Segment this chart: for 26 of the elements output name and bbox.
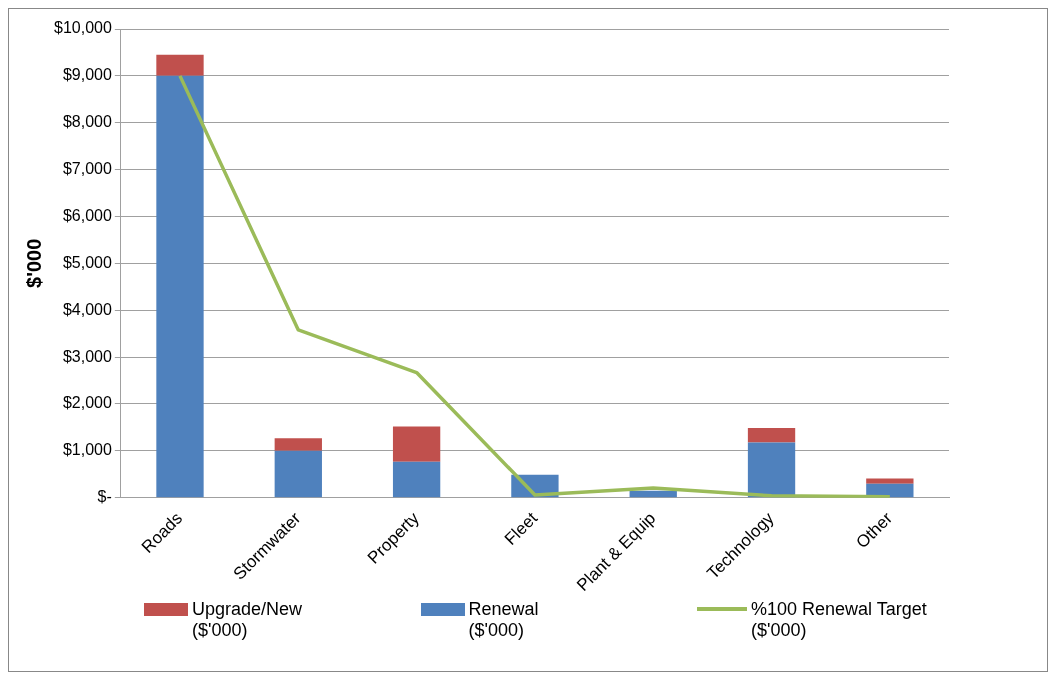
legend-label: Upgrade/New ($'000)	[192, 599, 304, 641]
y-tick-label: $5,000	[62, 253, 112, 271]
bar	[392, 461, 441, 498]
bar	[156, 54, 204, 76]
bar	[747, 442, 796, 498]
bar	[274, 438, 322, 451]
y-tick-label: $8,000	[62, 113, 112, 131]
y-tick-label: $1,000	[62, 441, 112, 459]
bar	[392, 426, 441, 462]
y-tick-label: $-	[97, 488, 112, 506]
y-tick-label: $4,000	[62, 300, 112, 318]
y-tick-label: $9,000	[62, 66, 112, 84]
bar	[747, 427, 796, 443]
bar	[274, 450, 322, 498]
bar	[629, 490, 677, 498]
y-tick-label: $10,000	[53, 19, 112, 37]
y-tick-label: $2,000	[62, 394, 112, 412]
y-tick-label: $3,000	[62, 347, 112, 365]
y-tick-label: $7,000	[62, 160, 112, 178]
y-tick-label: $6,000	[62, 206, 112, 224]
bar	[156, 75, 204, 498]
legend-label: Renewal ($'000)	[468, 599, 540, 641]
legend-label: %100 Renewal Target ($'000)	[751, 599, 928, 641]
bar	[866, 478, 914, 484]
bar	[866, 483, 914, 498]
y-axis-title: $'000	[22, 238, 45, 288]
